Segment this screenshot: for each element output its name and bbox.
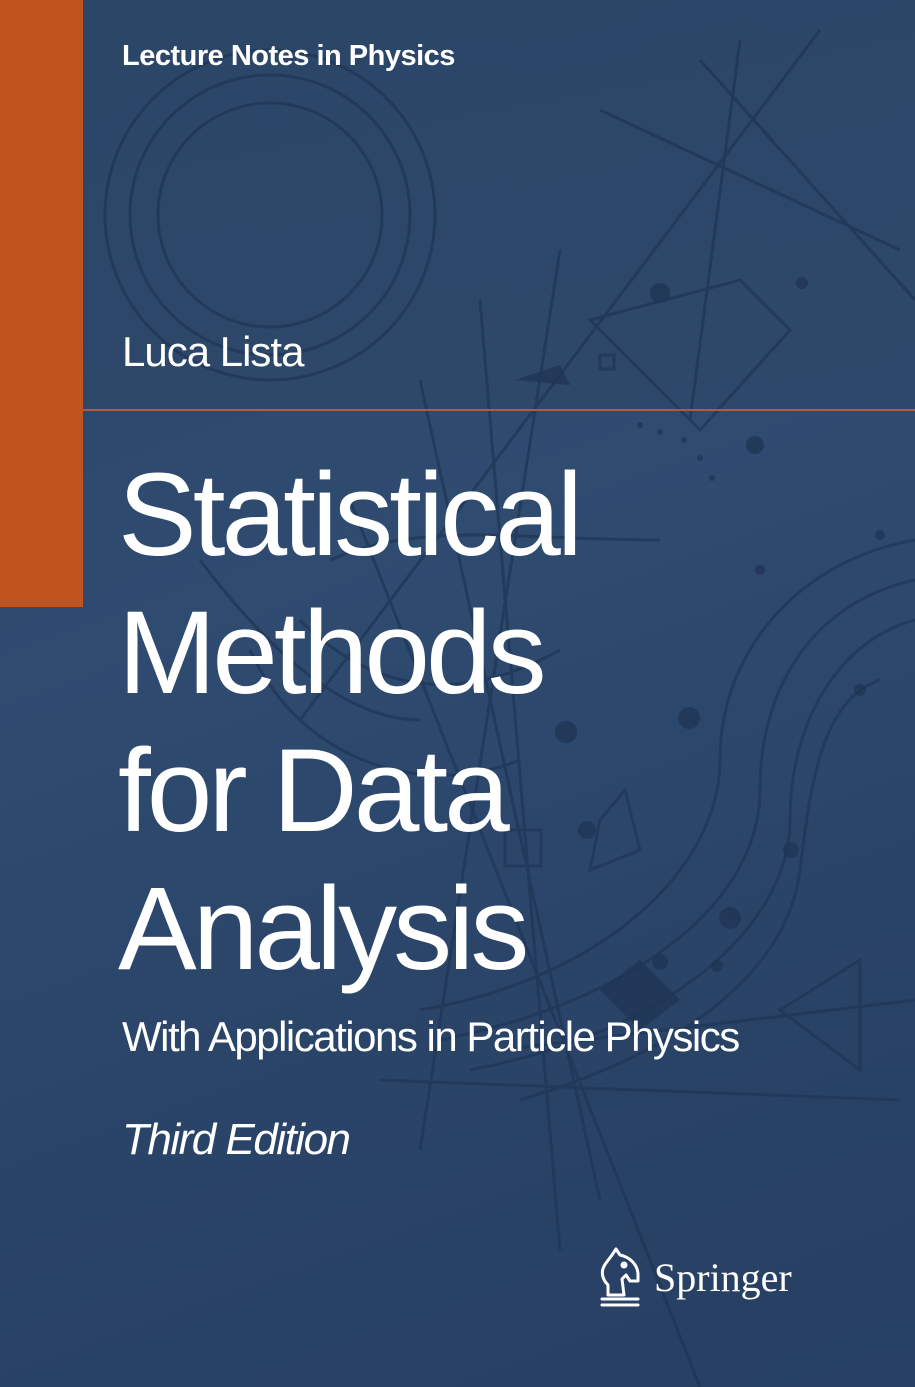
book-title: Statistical Methods for Data Analysis — [118, 446, 583, 998]
author-name: Luca Lista — [122, 328, 304, 375]
series-title: Lecture Notes in Physics — [122, 40, 455, 72]
top-band — [0, 0, 915, 410]
title-line: Analysis — [118, 863, 529, 995]
title-line: Methods — [118, 587, 547, 719]
chess-knight-icon — [600, 1247, 640, 1307]
accent-bar — [0, 0, 83, 607]
publisher-name: Springer — [654, 1254, 792, 1300]
edition-label: Third Edition — [122, 1115, 351, 1164]
header-divider — [83, 409, 915, 411]
book-subtitle: With Applications in Particle Physics — [122, 1013, 740, 1060]
publisher-brand: Springer — [594, 1245, 792, 1309]
title-line: for Data — [118, 725, 510, 857]
title-line: Statistical — [118, 449, 583, 581]
